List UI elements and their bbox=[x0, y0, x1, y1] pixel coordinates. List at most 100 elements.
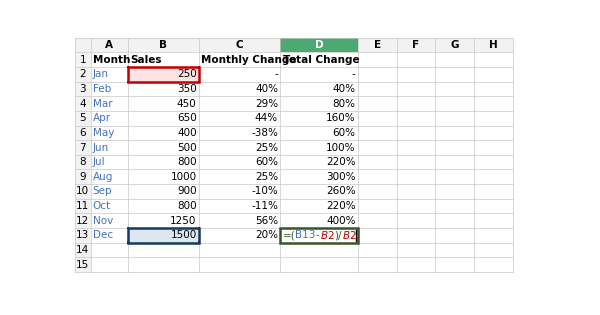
Text: 400: 400 bbox=[177, 128, 197, 138]
Text: 800: 800 bbox=[177, 157, 197, 167]
Text: G: G bbox=[451, 40, 459, 50]
Text: Jun: Jun bbox=[93, 142, 109, 152]
Text: E: E bbox=[374, 40, 381, 50]
FancyBboxPatch shape bbox=[128, 228, 199, 243]
Text: 500: 500 bbox=[177, 142, 197, 152]
Text: Jan: Jan bbox=[93, 69, 109, 79]
Text: 800: 800 bbox=[177, 201, 197, 211]
Text: Total Change: Total Change bbox=[283, 55, 359, 65]
Text: A: A bbox=[105, 40, 113, 50]
Text: H: H bbox=[489, 40, 498, 50]
Text: Sep: Sep bbox=[93, 186, 112, 197]
Text: 900: 900 bbox=[177, 186, 197, 197]
Text: Aug: Aug bbox=[93, 172, 113, 182]
FancyBboxPatch shape bbox=[280, 38, 358, 52]
Text: 40%: 40% bbox=[332, 84, 356, 94]
Text: 29%: 29% bbox=[255, 99, 278, 109]
Text: 350: 350 bbox=[177, 84, 197, 94]
Text: -10%: -10% bbox=[251, 186, 278, 197]
FancyBboxPatch shape bbox=[397, 38, 436, 52]
Text: 40%: 40% bbox=[255, 84, 278, 94]
FancyBboxPatch shape bbox=[75, 199, 91, 213]
Text: Month: Month bbox=[93, 55, 130, 65]
Text: 160%: 160% bbox=[326, 113, 356, 123]
FancyBboxPatch shape bbox=[75, 52, 91, 67]
Text: Feb: Feb bbox=[93, 84, 111, 94]
Text: Jul: Jul bbox=[93, 157, 106, 167]
Text: 25%: 25% bbox=[255, 172, 278, 182]
Bar bbox=[127, 227, 129, 229]
Text: 300%: 300% bbox=[326, 172, 356, 182]
Text: -11%: -11% bbox=[251, 201, 278, 211]
Text: 1500: 1500 bbox=[170, 230, 197, 240]
FancyBboxPatch shape bbox=[75, 213, 91, 228]
Text: 4: 4 bbox=[79, 99, 86, 109]
Text: 1250: 1250 bbox=[170, 216, 197, 226]
Text: May: May bbox=[93, 128, 114, 138]
Text: 1: 1 bbox=[79, 55, 86, 65]
Bar bbox=[198, 66, 200, 68]
Text: 56%: 56% bbox=[255, 216, 278, 226]
Text: D: D bbox=[315, 40, 323, 50]
Bar bbox=[198, 81, 200, 83]
Text: 6: 6 bbox=[79, 128, 86, 138]
FancyBboxPatch shape bbox=[75, 126, 91, 140]
FancyBboxPatch shape bbox=[358, 38, 397, 52]
Bar bbox=[127, 242, 129, 244]
Text: 25%: 25% bbox=[255, 142, 278, 152]
Text: 10: 10 bbox=[76, 186, 89, 197]
Text: 260%: 260% bbox=[326, 186, 356, 197]
Text: $B$2: $B$2 bbox=[342, 229, 356, 241]
Text: Apr: Apr bbox=[93, 113, 111, 123]
Bar bbox=[198, 227, 200, 229]
Bar bbox=[280, 228, 358, 243]
FancyBboxPatch shape bbox=[75, 228, 91, 243]
Bar bbox=[127, 66, 129, 68]
FancyBboxPatch shape bbox=[128, 38, 199, 52]
Text: Monthly Change: Monthly Change bbox=[202, 55, 297, 65]
Text: 44%: 44% bbox=[255, 113, 278, 123]
FancyBboxPatch shape bbox=[280, 38, 358, 52]
Text: Sales: Sales bbox=[130, 55, 161, 65]
Text: 650: 650 bbox=[177, 113, 197, 123]
Text: 9: 9 bbox=[79, 172, 86, 182]
FancyBboxPatch shape bbox=[75, 243, 91, 257]
Text: 8: 8 bbox=[79, 157, 86, 167]
Text: 7: 7 bbox=[79, 142, 86, 152]
Text: Mar: Mar bbox=[93, 99, 112, 109]
Text: Oct: Oct bbox=[93, 201, 111, 211]
Text: 220%: 220% bbox=[326, 201, 356, 211]
FancyBboxPatch shape bbox=[75, 184, 91, 199]
FancyBboxPatch shape bbox=[75, 82, 91, 96]
FancyBboxPatch shape bbox=[75, 155, 91, 169]
Bar bbox=[128, 67, 199, 82]
Text: =(: =( bbox=[283, 230, 295, 240]
FancyBboxPatch shape bbox=[75, 111, 91, 126]
Text: 80%: 80% bbox=[332, 99, 356, 109]
Text: 12: 12 bbox=[76, 216, 89, 226]
Text: -: - bbox=[274, 69, 278, 79]
FancyBboxPatch shape bbox=[75, 169, 91, 184]
Text: 13: 13 bbox=[76, 230, 89, 240]
Text: 60%: 60% bbox=[255, 157, 278, 167]
Text: B: B bbox=[160, 40, 167, 50]
FancyBboxPatch shape bbox=[75, 96, 91, 111]
Text: 15: 15 bbox=[76, 260, 89, 270]
FancyBboxPatch shape bbox=[128, 67, 199, 82]
Bar bbox=[128, 228, 199, 243]
FancyBboxPatch shape bbox=[75, 67, 91, 82]
Text: 2: 2 bbox=[79, 69, 86, 79]
Text: -: - bbox=[352, 69, 356, 79]
Text: 11: 11 bbox=[76, 201, 89, 211]
Text: B13: B13 bbox=[295, 230, 316, 240]
Text: $B$2: $B$2 bbox=[320, 229, 334, 241]
FancyBboxPatch shape bbox=[75, 38, 91, 52]
Text: 3: 3 bbox=[79, 84, 86, 94]
Text: Dec: Dec bbox=[93, 230, 113, 240]
Text: 1000: 1000 bbox=[170, 172, 197, 182]
FancyBboxPatch shape bbox=[199, 38, 280, 52]
Text: C: C bbox=[236, 40, 244, 50]
Text: 250: 250 bbox=[177, 69, 197, 79]
Text: 220%: 220% bbox=[326, 157, 356, 167]
Text: F: F bbox=[412, 40, 419, 50]
